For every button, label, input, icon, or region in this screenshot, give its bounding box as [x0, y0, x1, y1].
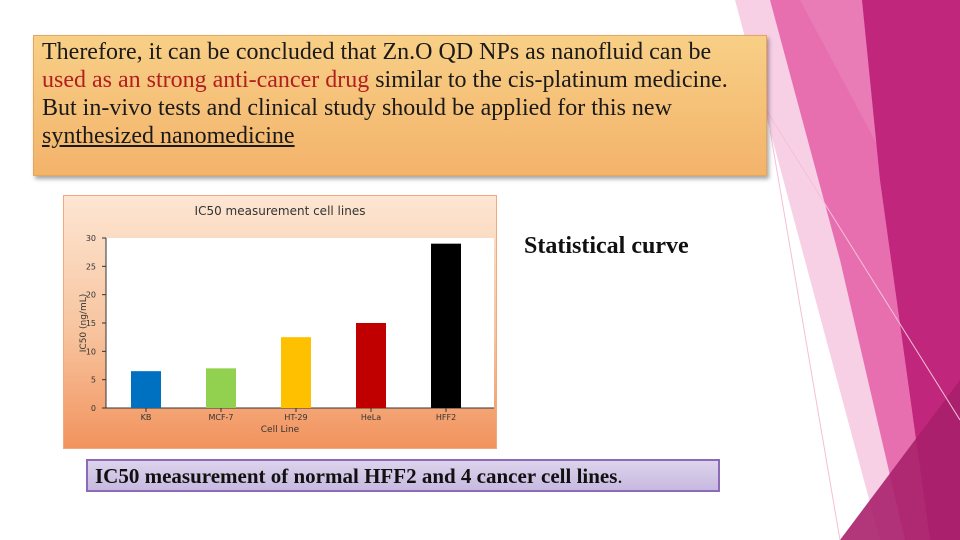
- deco-corner-triangle: [840, 380, 960, 540]
- y-tick-label: 30: [86, 234, 96, 243]
- x-tick-label: HeLa: [361, 413, 381, 422]
- x-axis-label: Cell Line: [261, 425, 300, 435]
- deco-line-2: [759, 99, 960, 421]
- conclusion-highlight: used as an strong anti-cancer drug: [42, 67, 370, 93]
- x-tick-label: HFF2: [436, 413, 456, 422]
- statistical-curve-label: Statistical curve: [524, 233, 689, 259]
- y-tick-label: 10: [86, 347, 96, 356]
- conclusion-text-part1: Therefore, it can be concluded that Zn.O…: [42, 39, 712, 65]
- bar: [131, 371, 161, 408]
- chart-title: IC50 measurement cell lines: [194, 204, 366, 218]
- bar: [281, 337, 311, 408]
- bar-chart: 0 5 10 15 20 25 30 KB MCF-7 HT-29 HeLa HFF2 Cell Lin…: [79, 234, 494, 435]
- bar: [356, 323, 386, 408]
- x-tick-label: KB: [141, 413, 152, 422]
- caption-text: IC50 measurement of normal HFF2 and 4 ca…: [95, 464, 618, 488]
- conclusion-textbox: Therefore, it can be concluded that Zn.O…: [33, 35, 767, 176]
- x-tick-label: HT-29: [284, 413, 307, 422]
- x-tick-label: MCF-7: [208, 413, 233, 422]
- chart-container: IC50 measurement cell lines 0 5 10 15 20 25 30…: [63, 195, 497, 449]
- y-tick-label: 5: [91, 376, 96, 385]
- caption-period: .: [617, 464, 623, 488]
- y-axis-label: IC50 (ng/mL): [79, 294, 89, 353]
- bar: [431, 243, 461, 408]
- bar: [206, 368, 236, 408]
- conclusion-underlined: synthesized nanomedicine: [42, 123, 295, 149]
- y-tick-label: 15: [86, 319, 96, 328]
- deco-line-1: [769, 129, 841, 540]
- deco-stripe-dark: [862, 0, 960, 540]
- conclusion-text-part2: similar to the cis-platinum medicine. Bu…: [42, 67, 728, 121]
- y-tick-label: 20: [86, 291, 96, 300]
- y-tick-label: 25: [86, 262, 96, 271]
- y-tick-label: 0: [91, 404, 96, 413]
- figure-caption: IC50 measurement of normal HFF2 and 4 ca…: [86, 459, 720, 492]
